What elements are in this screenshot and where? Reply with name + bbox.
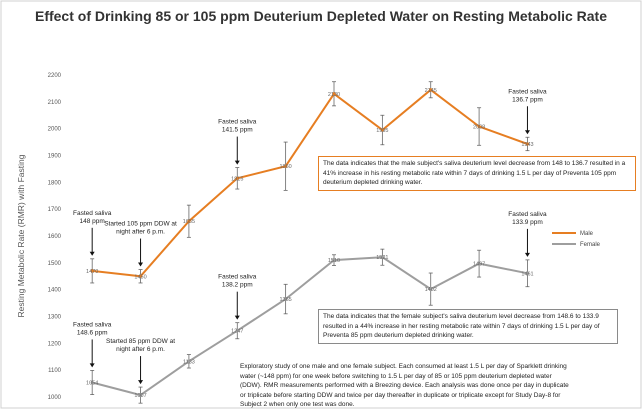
annotation-text: night after 6 p.m. (116, 229, 165, 236)
arrow-head (89, 363, 95, 368)
annotation-text: 141.5 ppm (222, 127, 253, 134)
data-point (332, 92, 336, 96)
data-label: 1450 (134, 274, 146, 280)
series-male: 1470 1450 1655 1815 1860 2130 1995 2145 2008 1943 (86, 81, 534, 284)
data-point (284, 164, 288, 168)
annotation-text: 138.2 ppm (222, 282, 253, 289)
annotation-text: 136.7 ppm (512, 96, 543, 103)
y-tick-label: 1500 (48, 261, 62, 267)
arrow-head (234, 160, 240, 165)
annotation-text: Started 105 ppm DDW at (104, 221, 177, 228)
arrow-head (89, 251, 95, 256)
data-label: 1133 (183, 359, 195, 365)
y-tick-label: 1800 (48, 180, 62, 186)
series-line (92, 88, 528, 278)
data-point (138, 274, 143, 278)
arrow-head (138, 380, 144, 385)
annotation-text: 148.6 ppm (77, 329, 108, 336)
y-tick-label: 1600 (48, 234, 62, 240)
series-line (91, 256, 528, 397)
data-label: 1860 (280, 164, 292, 170)
study-note: Exploratory study of one male and one fe… (240, 363, 569, 408)
data-label: 1054 (86, 381, 98, 387)
annotation-text: Fasted saliva (73, 210, 112, 217)
y-tick-label: 1700 (48, 207, 62, 213)
female-summary-box: The data indicates that the female subje… (318, 309, 618, 344)
chart-title: Effect of Drinking 85 or 105 ppm Deuteri… (34, 8, 608, 24)
arrow-head (524, 252, 530, 257)
data-label: 1402 (425, 287, 437, 293)
data-point (477, 124, 481, 129)
data-point (429, 287, 433, 291)
data-label: 1995 (376, 128, 388, 134)
data-point (90, 269, 94, 273)
arrow-head (138, 262, 144, 267)
y-tick-label: 2200 (48, 73, 62, 79)
annotation-text: Fasted saliva (73, 321, 112, 328)
y-axis-title: Resting Metabolic Rate (RMR) with Fastin… (16, 154, 26, 317)
data-point (380, 255, 384, 259)
legend-label-female: Female (580, 242, 601, 248)
annotation-text: Fasted saliva (218, 274, 257, 281)
data-point (235, 329, 239, 333)
data-label: 1521 (376, 255, 388, 261)
data-point (187, 219, 191, 223)
annotation-text: Fasted saliva (218, 119, 257, 126)
arrow-head (234, 315, 240, 320)
data-point (235, 176, 239, 180)
data-point (525, 142, 530, 146)
y-tick-label: 2000 (48, 127, 62, 133)
data-label: 1943 (521, 142, 533, 148)
data-point (429, 88, 433, 92)
data-point (525, 271, 530, 275)
data-label: 2145 (425, 88, 437, 94)
annotation-text: 133.9 ppm (512, 219, 543, 226)
data-label: 1655 (183, 219, 195, 225)
data-label: 1510 (328, 258, 340, 264)
data-label: 1007 (134, 393, 146, 399)
data-label: 1365 (280, 297, 292, 303)
data-label: 1497 (473, 262, 485, 268)
legend-label-male: Male (580, 231, 594, 237)
series-female: 1054 1007 1133 1247 1365 1510 1521 1402 1497 1461 (86, 248, 534, 404)
annotation-text: 148 ppm (80, 218, 105, 225)
annotation-text: night after 6 p.m. (116, 346, 165, 353)
y-tick-label: 1900 (48, 154, 62, 160)
y-tick-label: 1400 (48, 288, 62, 294)
data-point (332, 258, 336, 262)
arrow-head (524, 130, 530, 135)
data-label: 1815 (231, 176, 243, 182)
data-point (90, 380, 94, 385)
data-label: 1470 (86, 269, 98, 275)
y-tick-label: 1100 (48, 368, 62, 374)
data-label: 1461 (521, 271, 533, 277)
data-point (477, 262, 481, 266)
data-point (187, 359, 191, 363)
data-point (284, 297, 288, 301)
annotation-text: Fasted saliva (508, 88, 547, 95)
data-point (380, 128, 384, 132)
data-label: 2008 (473, 125, 485, 131)
data-point (138, 393, 143, 397)
data-label: 2130 (328, 92, 340, 98)
y-tick-label: 1300 (48, 315, 62, 321)
y-tick-label: 1200 (48, 341, 62, 347)
data-label: 1247 (231, 329, 243, 335)
y-tick-label: 2100 (48, 100, 62, 106)
male-summary-box: The data indicates that the male subject… (318, 156, 636, 191)
annotation-text: Fasted saliva (508, 211, 547, 218)
y-tick-label: 1000 (48, 395, 62, 401)
annotation-text: Started 85 ppm DDW at (106, 338, 175, 345)
